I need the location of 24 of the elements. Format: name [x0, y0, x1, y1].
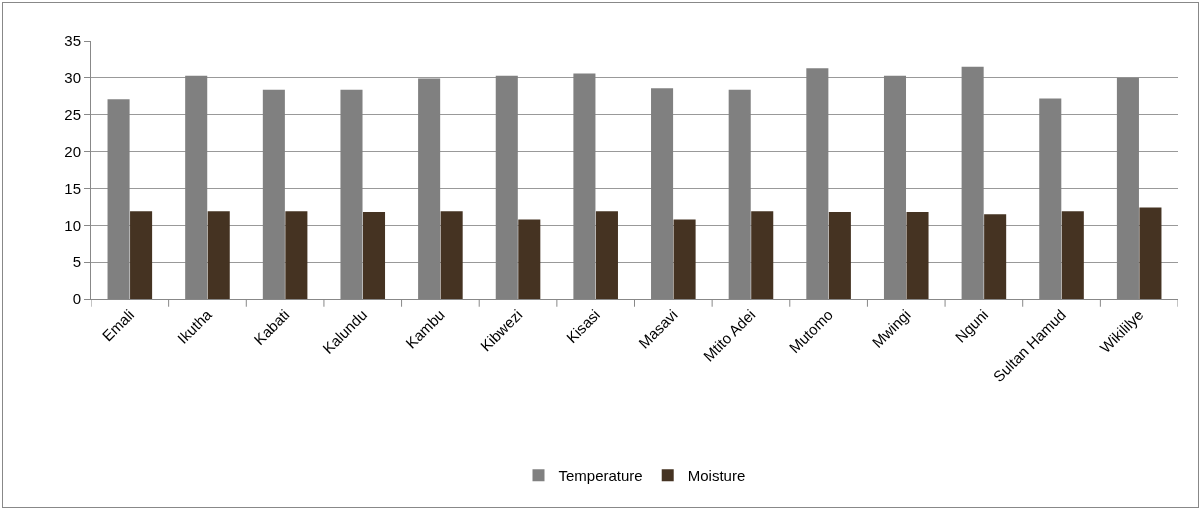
bar [595, 211, 618, 299]
bar [285, 211, 308, 299]
y-tick-label: 35 [64, 32, 81, 50]
bar [673, 219, 696, 299]
y-tick-label: 15 [64, 179, 81, 197]
bar [1061, 211, 1084, 299]
y-tick-label: 25 [64, 105, 81, 123]
bar [906, 212, 929, 299]
bar [130, 211, 153, 299]
bar [828, 212, 851, 299]
y-tick-label: 0 [72, 290, 81, 308]
y-tick-label: 10 [64, 216, 81, 234]
legend-label: Moisture [687, 467, 746, 485]
bar [518, 219, 541, 299]
y-tick-label: 20 [64, 142, 81, 160]
bar [362, 212, 386, 299]
bar [207, 211, 230, 299]
bar [751, 211, 774, 299]
bar [1139, 207, 1162, 299]
y-tick-label: 30 [64, 69, 81, 87]
y-tick-label: 5 [72, 253, 81, 271]
bar [984, 214, 1007, 299]
bar [440, 211, 463, 299]
legend-label: Temperature [558, 467, 643, 485]
